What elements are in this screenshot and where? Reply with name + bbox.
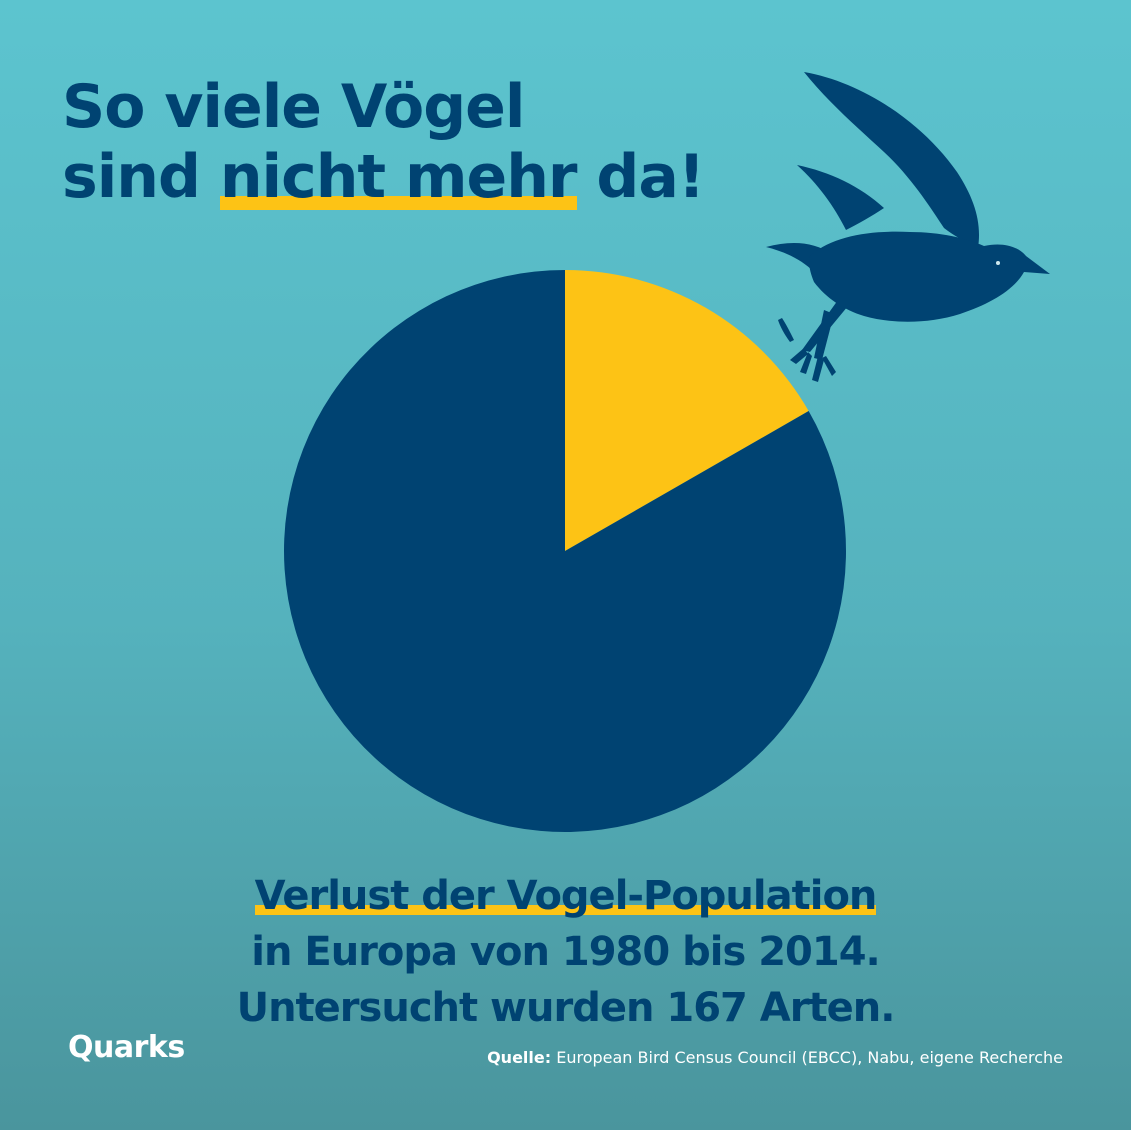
pie-slice-1 bbox=[565, 270, 809, 551]
subtitle-line-1: Verlust der Vogel-Population bbox=[0, 868, 1131, 924]
title-line-1: So viele Vögel bbox=[62, 72, 525, 142]
title-line-2-start: sind bbox=[62, 142, 220, 212]
subtitle-line-3: Untersucht wurden 167 Arten. bbox=[236, 985, 896, 1031]
subtitle-line-2: in Europa von 1980 bis 2014. bbox=[251, 929, 880, 975]
title-line-2: sind nicht mehr da! bbox=[62, 142, 705, 212]
brand-logo: Quarks bbox=[68, 1030, 185, 1065]
source-text: European Bird Census Council (EBCC), Nab… bbox=[551, 1048, 1063, 1067]
title: So viele Vögel sind nicht mehr da! bbox=[62, 72, 705, 212]
bird-silhouette-icon bbox=[766, 72, 1050, 382]
source-label: Quelle: bbox=[487, 1048, 552, 1067]
pie-slice-2 bbox=[284, 270, 847, 833]
title-line-2-end: da! bbox=[576, 142, 705, 212]
subtitle: Verlust der Vogel-Population in Europa v… bbox=[0, 868, 1131, 1036]
source-note: Quelle: European Bird Census Council (EB… bbox=[487, 1048, 1063, 1067]
title-highlight: nicht mehr bbox=[219, 142, 577, 212]
subtitle-highlight: Verlust der Vogel-Population bbox=[254, 873, 877, 919]
